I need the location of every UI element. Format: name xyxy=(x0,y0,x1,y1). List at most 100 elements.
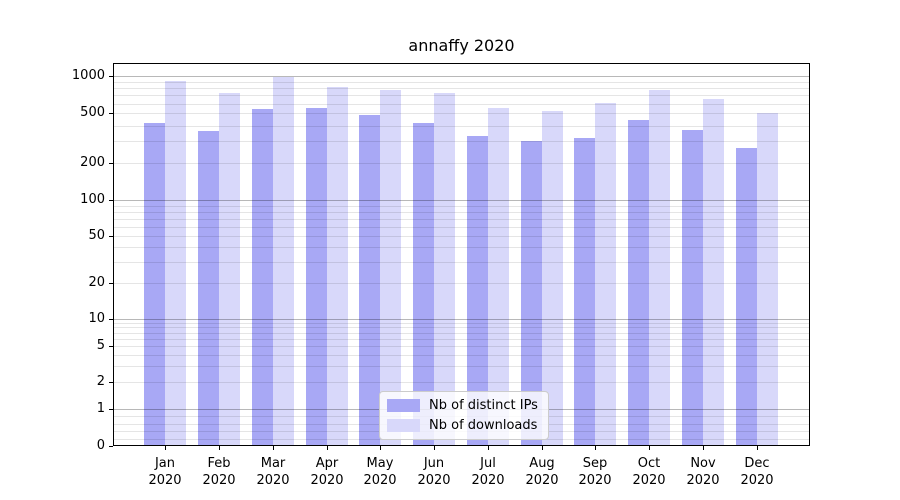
gridline-major-1000 xyxy=(113,76,810,77)
plot-area xyxy=(113,63,810,446)
x-tick-mark-mar xyxy=(273,446,274,450)
x-tick-label-apr: Apr 2020 xyxy=(295,455,359,489)
bar-distinct-ips-oct xyxy=(628,119,650,446)
y-tick-mark-0 xyxy=(109,446,113,447)
x-tick-year: 2020 xyxy=(148,473,182,488)
y-tick-label-0: 0 xyxy=(96,438,105,453)
gridline-minor xyxy=(113,235,810,237)
y-tick-mark-1 xyxy=(109,409,113,410)
x-tick-label-dec: Dec 2020 xyxy=(725,455,789,489)
x-tick-year: 2020 xyxy=(578,473,612,488)
chart-title: annaffy 2020 xyxy=(408,36,515,55)
x-tick-mark-feb xyxy=(219,446,220,450)
gridline-minor xyxy=(113,226,810,228)
bar-downloads-nov xyxy=(703,98,724,446)
gridline-minor xyxy=(113,113,810,115)
x-tick-year: 2020 xyxy=(363,473,397,488)
y-tick-label-50: 50 xyxy=(88,228,105,243)
y-tick-mark-200 xyxy=(109,163,113,164)
legend: Nb of distinct IPs Nb of downloads xyxy=(379,391,549,440)
x-tick-month: Sep xyxy=(582,456,608,471)
x-tick-mark-nov xyxy=(703,446,704,450)
x-tick-label-jul: Jul 2020 xyxy=(456,455,520,489)
x-tick-label-nov: Nov 2020 xyxy=(671,455,735,489)
x-tick-month: Jun xyxy=(423,456,445,471)
gridline-minor xyxy=(113,81,810,83)
y-tick-label-5: 5 xyxy=(96,338,105,353)
bar-distinct-ips-aug xyxy=(520,140,542,446)
y-tick-mark-50 xyxy=(109,236,113,237)
x-tick-year: 2020 xyxy=(525,473,559,488)
legend-label-distinct-ips: Nb of distinct IPs xyxy=(429,398,538,413)
x-tick-month: Dec xyxy=(744,456,770,471)
x-tick-month: Jan xyxy=(154,456,176,471)
gridline-major-100 xyxy=(113,200,810,202)
y-tick-mark-100 xyxy=(109,200,113,201)
y-tick-mark-10 xyxy=(109,319,113,320)
bars-layer xyxy=(113,63,810,446)
x-tick-mark-may xyxy=(380,446,381,450)
y-tick-mark-500 xyxy=(109,113,113,114)
gridline-minor xyxy=(113,327,810,329)
x-tick-label-mar: Mar 2020 xyxy=(241,455,305,489)
x-tick-month: Aug xyxy=(529,456,555,471)
x-tick-label-aug: Aug 2020 xyxy=(510,455,574,489)
y-tick-label-200: 200 xyxy=(80,155,105,170)
y-tick-mark-1000 xyxy=(109,76,113,77)
gridline-minor xyxy=(113,381,810,383)
y-tick-mark-5 xyxy=(109,346,113,347)
x-tick-year: 2020 xyxy=(686,473,720,488)
x-tick-mark-dec xyxy=(757,446,758,450)
x-tick-month: Oct xyxy=(637,456,661,471)
bar-downloads-may xyxy=(380,89,402,446)
x-tick-month: Nov xyxy=(690,456,716,471)
gridline-minor xyxy=(113,218,810,220)
x-tick-label-sep: Sep 2020 xyxy=(563,455,627,489)
y-tick-mark-2 xyxy=(109,382,113,383)
gridline-minor xyxy=(113,345,810,347)
bar-distinct-ips-apr xyxy=(305,107,327,446)
y-tick-label-1: 1 xyxy=(96,401,105,416)
bar-distinct-ips-jul xyxy=(466,135,488,446)
bar-distinct-ips-feb xyxy=(198,131,220,446)
x-tick-label-jan: Jan 2020 xyxy=(133,455,197,489)
bar-downloads-jul xyxy=(487,108,509,446)
gridline-minor xyxy=(113,211,810,213)
x-tick-mark-sep xyxy=(595,446,596,450)
gridline-minor xyxy=(113,365,810,367)
x-tick-month: May xyxy=(366,456,394,471)
x-tick-month: Jul xyxy=(480,456,496,471)
y-tick-label-10: 10 xyxy=(88,311,105,326)
gridline-minor xyxy=(113,332,810,334)
gridline-minor xyxy=(113,141,810,142)
legend-swatch-distinct-ips xyxy=(387,399,420,412)
bar-distinct-ips-jun xyxy=(413,122,435,446)
y-tick-label-500: 500 xyxy=(80,105,105,120)
bar-distinct-ips-mar xyxy=(251,109,273,446)
x-tick-month: Apr xyxy=(315,456,339,471)
gridline-minor xyxy=(113,247,810,249)
gridline-minor xyxy=(113,162,810,164)
bar-distinct-ips-jan xyxy=(144,123,166,446)
gridline-minor xyxy=(113,262,810,264)
gridline-minor xyxy=(113,338,810,340)
x-tick-mark-jul xyxy=(488,446,489,450)
bar-downloads-oct xyxy=(649,89,671,446)
bar-downloads-feb xyxy=(219,92,241,446)
bar-downloads-mar xyxy=(272,76,294,446)
gridline-minor xyxy=(113,354,810,356)
gridline-minor xyxy=(113,103,810,105)
gridline-minor xyxy=(113,283,810,285)
bar-downloads-aug xyxy=(541,110,563,446)
legend-swatch-downloads xyxy=(387,419,420,432)
bar-downloads-dec xyxy=(756,112,778,446)
gridline-minor xyxy=(113,95,810,97)
x-tick-year: 2020 xyxy=(740,473,774,488)
x-tick-mark-jan xyxy=(165,446,166,450)
gridline-minor xyxy=(113,125,810,127)
x-tick-label-oct: Oct 2020 xyxy=(617,455,681,489)
x-tick-year: 2020 xyxy=(256,473,290,488)
y-tick-label-1000: 1000 xyxy=(71,68,105,83)
x-tick-year: 2020 xyxy=(310,473,344,488)
